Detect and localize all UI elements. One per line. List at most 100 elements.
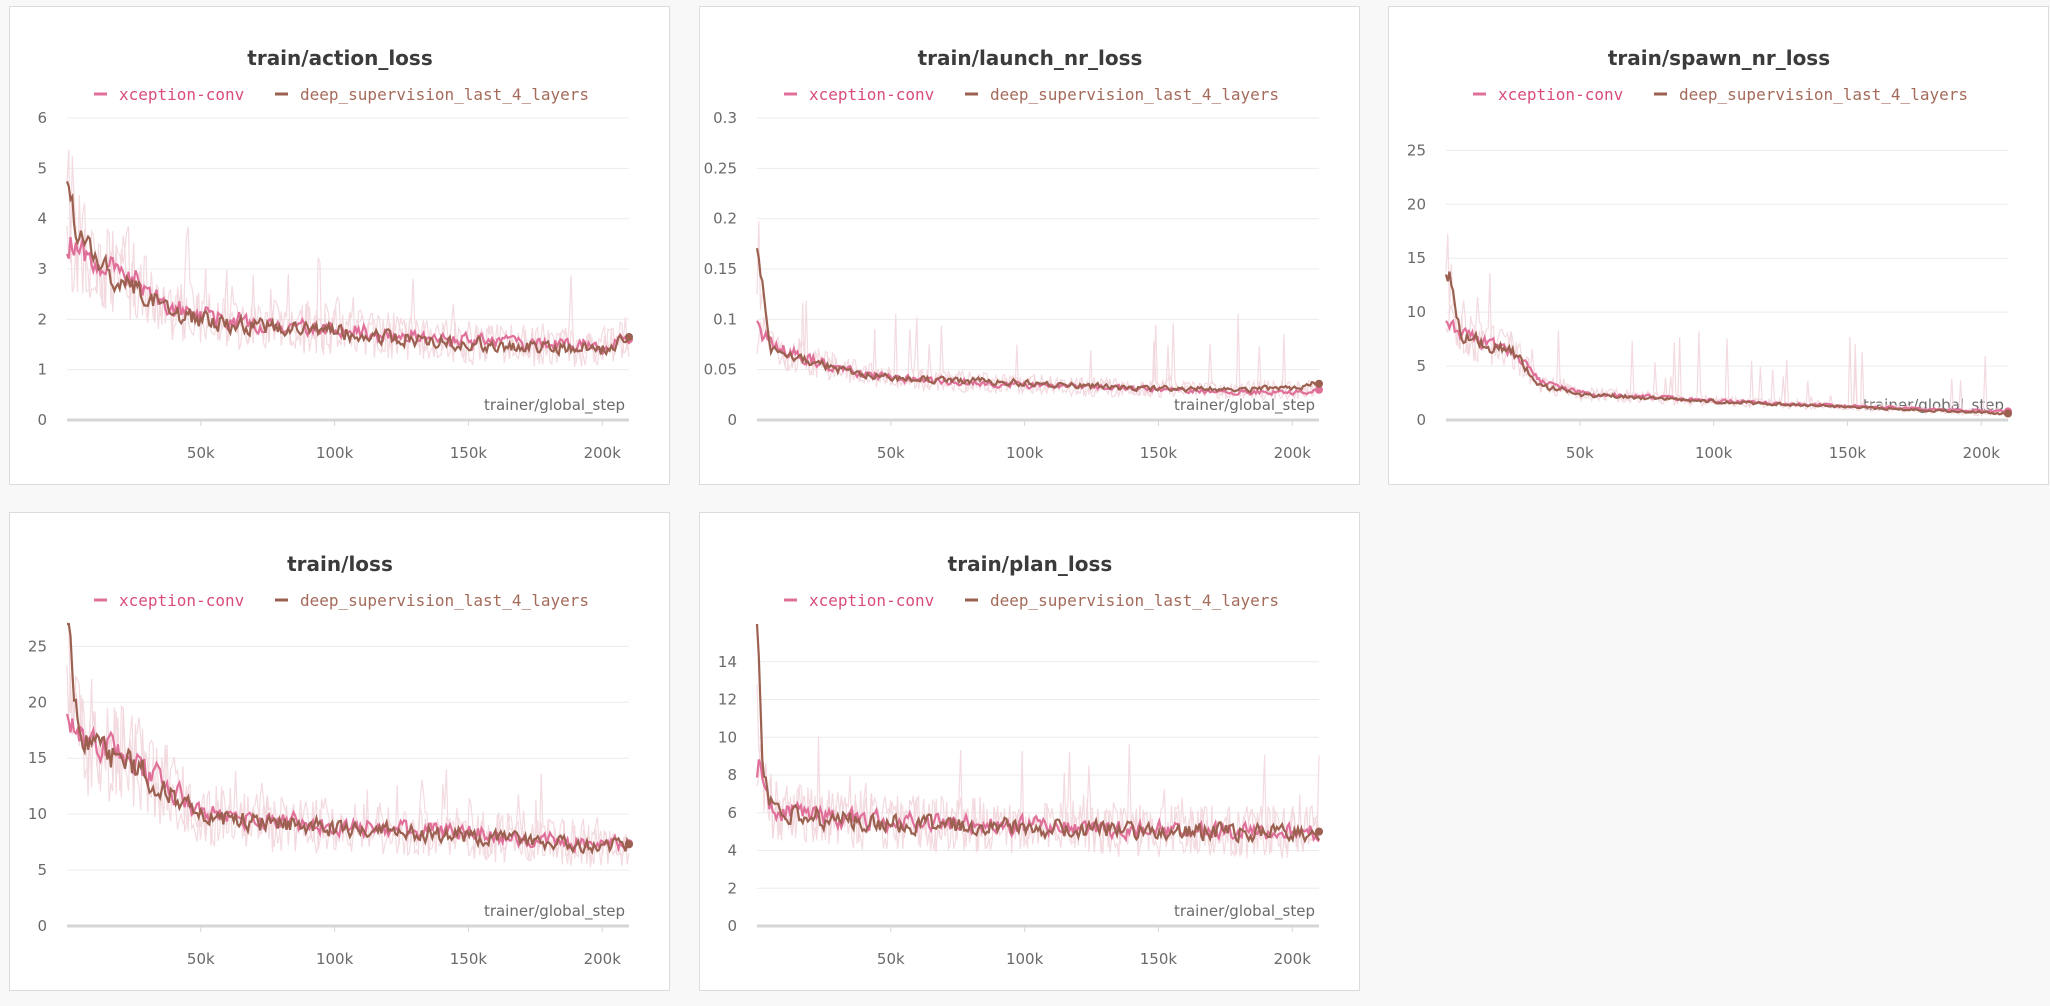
series-line-deep-supervision[interactable] [65,181,630,358]
legend-label-deep-supervision[interactable]: deep_supervision_last_4_layers [300,85,589,104]
x-tick-label: 150k [1829,444,1867,462]
x-tick-label: 150k [450,950,488,968]
y-tick-label: 25 [1407,141,1426,159]
y-tick-label: 20 [28,693,47,711]
legend: xception-conv deep_supervision_last_4_lay… [784,591,1279,610]
series-end-point-deep-supervision [1315,379,1323,388]
y-tick-label: 0 [727,917,737,935]
series-end-point-deep-supervision [1315,827,1323,836]
legend: xception-conv deep_supervision_last_4_lay… [94,85,589,104]
legend-label-xception-conv[interactable]: xception-conv [119,85,244,104]
series-raw-deep-supervision [756,684,1320,859]
series-end-point-deep-supervision [625,332,633,341]
y-tick-label: 5 [37,159,47,177]
chart-spawn-nr-loss: train/spawn_nr_loss xception-conv deep_sup… [1407,46,2012,462]
y-tick-label: 0.3 [713,109,737,127]
x-tick-label: 150k [450,444,488,462]
y-tick-label: 0 [727,411,737,429]
chart-title: train/plan_loss [948,552,1113,576]
y-tick-label: 10 [1407,303,1426,321]
chart-panel-spawn-nr-loss: train/spawn_nr_loss xception-conv deep_sup… [1388,6,2049,485]
legend-label-deep-supervision[interactable]: deep_supervision_last_4_layers [990,591,1279,610]
series-line-deep-supervision[interactable] [755,248,1320,394]
chart-launch-nr-loss: train/launch_nr_loss xception-conv deep_su… [704,46,1323,462]
y-tick-label: 0.25 [704,159,737,177]
chart-panel-action-loss: train/action_loss xception-conv deep_super… [9,6,670,485]
chart-title: train/launch_nr_loss [918,46,1143,70]
legend-label-xception-conv[interactable]: xception-conv [1498,85,1623,104]
chart-title: train/action_loss [247,46,432,70]
y-tick-label: 15 [28,749,47,767]
y-tick-label: 4 [37,210,47,228]
x-tick-label: 50k [187,444,215,462]
x-axis-label: trainer/global_step [484,396,625,415]
y-tick-label: 14 [718,653,737,671]
legend-label-xception-conv[interactable]: xception-conv [809,85,934,104]
y-tick-label: 0.2 [713,210,737,228]
x-tick-label: 100k [1695,444,1733,462]
legend: xception-conv deep_supervision_last_4_lay… [784,85,1279,104]
x-tick-label: 100k [1006,950,1044,968]
y-tick-label: 10 [718,728,737,746]
x-axis-label: trainer/global_step [1174,396,1315,415]
x-tick-label: 100k [316,950,354,968]
x-tick-label: 100k [316,444,354,462]
y-tick-label: 0.05 [704,361,737,379]
x-tick-label: 200k [1274,444,1312,462]
chart-title: train/spawn_nr_loss [1608,46,1830,70]
y-tick-label: 0 [1416,411,1426,429]
x-tick-label: 150k [1140,444,1178,462]
series-raw-deep-supervision [1445,233,2009,418]
x-axis-label: trainer/global_step [484,902,625,921]
x-tick-label: 200k [1274,950,1312,968]
x-tick-label: 200k [584,444,622,462]
series-raw-deep-supervision [756,221,1320,399]
chart-panel-launch-nr-loss: train/launch_nr_loss xception-conv deep_su… [699,6,1360,485]
y-tick-label: 5 [37,861,47,879]
y-tick-label: 15 [1407,249,1426,267]
chart-panel-loss: train/loss xception-conv deep_supervision_… [9,512,670,991]
legend-label-deep-supervision[interactable]: deep_supervision_last_4_layers [1679,85,1968,104]
legend-label-xception-conv[interactable]: xception-conv [119,591,244,610]
chart-loss: train/loss xception-conv deep_supervision_… [28,552,633,968]
legend-label-xception-conv[interactable]: xception-conv [809,591,934,610]
y-tick-label: 0.15 [704,260,737,278]
x-tick-label: 200k [584,950,622,968]
series-end-point-deep-supervision [625,840,633,849]
series-line-deep-supervision[interactable] [67,622,631,856]
legend: xception-conv deep_supervision_last_4_lay… [1473,85,1968,104]
series-line-deep-supervision[interactable] [1444,271,2009,416]
x-tick-label: 50k [1566,444,1594,462]
series-line-deep-supervision[interactable] [755,623,1320,844]
x-tick-label: 50k [877,950,905,968]
x-tick-label: 200k [1963,444,2001,462]
chart-title: train/loss [287,552,393,576]
y-tick-label: 20 [1407,195,1426,213]
y-tick-label: 25 [28,637,47,655]
chart-panel-plan-loss: train/plan_loss xception-conv deep_supervi… [699,512,1360,991]
legend: xception-conv deep_supervision_last_4_lay… [94,591,589,610]
x-tick-label: 50k [187,950,215,968]
x-tick-label: 150k [1140,950,1178,968]
y-tick-label: 4 [727,842,737,860]
x-tick-label: 50k [877,444,905,462]
series-line-xception-conv[interactable] [755,759,1320,843]
y-tick-label: 1 [37,361,47,379]
y-tick-label: 0.1 [713,310,737,328]
y-tick-label: 10 [28,805,47,823]
y-tick-label: 2 [727,879,737,897]
y-tick-label: 0 [37,917,47,935]
x-axis-label: trainer/global_step [1174,902,1315,921]
y-tick-label: 8 [727,766,737,784]
legend-label-deep-supervision[interactable]: deep_supervision_last_4_layers [300,591,589,610]
chart-plan-loss: train/plan_loss xception-conv deep_supervi… [718,552,1323,968]
y-tick-label: 6 [37,109,47,127]
x-tick-label: 100k [1006,444,1044,462]
y-tick-label: 0 [37,411,47,429]
legend-label-deep-supervision[interactable]: deep_supervision_last_4_layers [990,85,1279,104]
series-end-point-xception-conv [1315,385,1323,394]
y-tick-label: 5 [1416,357,1426,375]
series-end-point-deep-supervision [2004,409,2012,418]
y-tick-label: 6 [727,804,737,822]
